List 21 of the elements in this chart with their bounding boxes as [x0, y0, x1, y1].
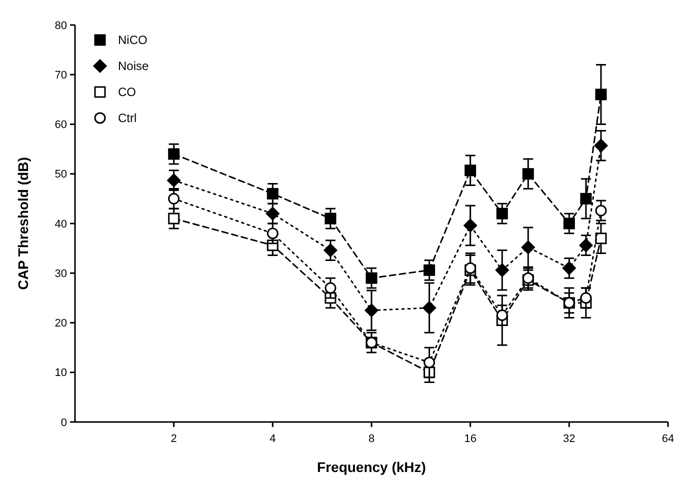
y-tick-label: 80: [54, 20, 67, 32]
x-tick-label: 4: [270, 433, 276, 445]
y-tick-label: 10: [54, 367, 67, 380]
legend-label: NiCO: [118, 33, 148, 48]
y-tick-label: 20: [54, 318, 67, 330]
y-tick-label: 50: [54, 168, 67, 181]
y-tick-label: 40: [54, 218, 67, 230]
y-axis-title: CAP Threshold (dB): [15, 157, 31, 290]
y-tick-label: 30: [54, 268, 67, 280]
y-tick-label: 0: [60, 416, 67, 429]
y-tick-label: 70: [54, 69, 67, 82]
legend-label: CO: [118, 85, 136, 100]
x-tick-label: 16: [464, 433, 476, 445]
legend-label: Ctrl: [118, 111, 137, 126]
x-tick-label: 8: [368, 433, 375, 445]
x-tick-label: 32: [563, 433, 576, 445]
x-tick-label: 2: [170, 433, 177, 445]
x-axis-title: Frequency (kHz): [317, 459, 426, 475]
x-tick-label: 64: [662, 433, 674, 445]
y-tick-label: 60: [54, 119, 67, 132]
legend-label: Noise: [118, 59, 150, 74]
